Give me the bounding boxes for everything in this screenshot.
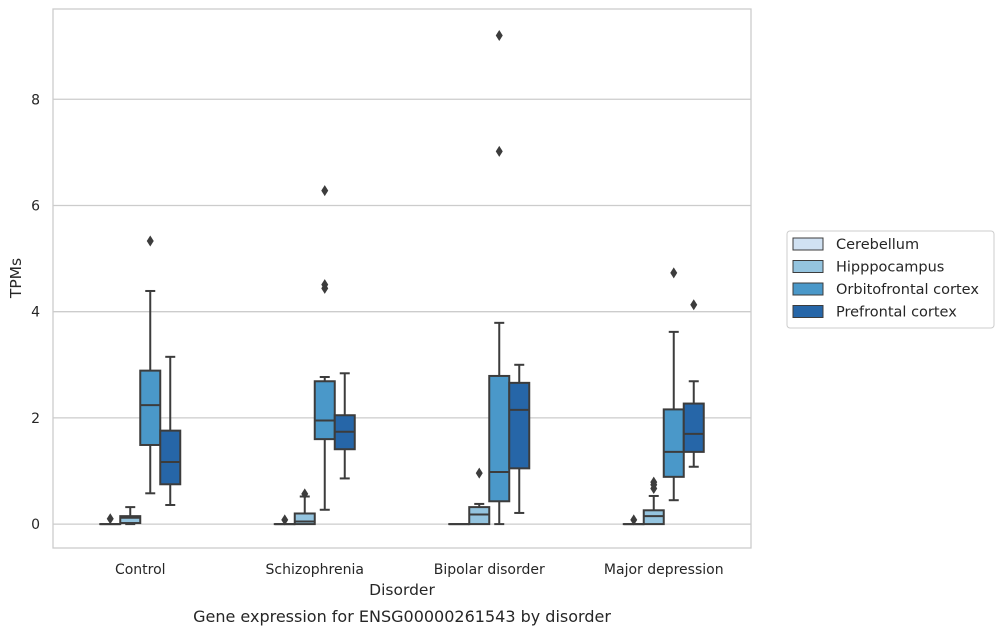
- box-iqr: [468, 506, 491, 526]
- box-0-0: [99, 513, 122, 526]
- outlier-point: [670, 267, 678, 279]
- box-3-0: [622, 514, 645, 526]
- box-iqr: [508, 381, 531, 470]
- legend-swatch: [792, 260, 824, 273]
- outlier-point: [650, 476, 658, 488]
- box-iqr: [159, 429, 182, 486]
- y-axis-label: TPMs: [7, 258, 25, 299]
- series-prefrontal-cortex: [159, 299, 705, 514]
- box-2-1: [468, 467, 491, 526]
- box-iqr: [662, 408, 685, 478]
- box-1-1: [293, 488, 316, 526]
- x-axis-label: Disorder: [369, 581, 435, 599]
- box-iqr: [488, 374, 511, 503]
- x-tick-label: Major depression: [604, 562, 724, 578]
- legend-swatch: [792, 282, 824, 296]
- box-0-3: [159, 355, 182, 506]
- box-iqr: [642, 509, 665, 526]
- box-iqr: [119, 515, 142, 525]
- outlier-point: [146, 235, 154, 247]
- outlier-point: [321, 185, 329, 197]
- box-iqr: [313, 380, 336, 441]
- outlier-point: [301, 488, 309, 500]
- legend-label: Hipppocampus: [836, 260, 944, 276]
- box-iqr: [293, 512, 316, 526]
- y-tick-label: 8: [31, 92, 40, 108]
- outlier-point: [690, 299, 698, 311]
- y-tick-label: 6: [31, 198, 40, 214]
- box-1-2: [313, 185, 336, 511]
- x-tick-label: Bipolar disorder: [434, 562, 545, 578]
- legend-label: Orbitofrontal cortex: [836, 282, 979, 298]
- x-tick-label: Control: [115, 562, 166, 578]
- box-0-1: [119, 506, 142, 526]
- box-2-2: [488, 30, 511, 526]
- y-tick-label: 2: [31, 411, 40, 427]
- x-tick-labels: Control Schizophrenia Bipolar disorder Majo…: [115, 562, 724, 578]
- outlier-point: [321, 279, 329, 291]
- box-iqr: [682, 402, 705, 453]
- outlier-point: [281, 514, 289, 526]
- legend-label: Prefrontal cortex: [836, 305, 957, 321]
- box-2-3: [508, 363, 531, 514]
- series-hipppocampus: [119, 467, 665, 526]
- box-iqr: [139, 369, 162, 446]
- legend-swatch: [792, 237, 824, 251]
- legend-swatch: [792, 305, 824, 318]
- legend-label: Cerebellum: [836, 237, 919, 253]
- chart-caption: Gene expression for ENSG00000261543 by d…: [193, 607, 611, 626]
- outlier-point: [495, 30, 503, 42]
- series-orbitofrontal-cortex: [139, 30, 685, 526]
- legend: Cerebellum Hipppocampus Orbitofrontal cort…: [786, 230, 995, 329]
- outlier-point: [106, 513, 114, 525]
- box-3-1: [642, 476, 665, 526]
- box-3-2: [662, 267, 685, 502]
- y-tick-label: 0: [31, 517, 40, 533]
- y-tick-labels: 0 2 4 6 8: [31, 92, 40, 533]
- box-1-3: [333, 372, 356, 480]
- y-tick-label: 4: [31, 305, 40, 321]
- box-series: [99, 30, 705, 526]
- x-tick-label: Schizophrenia: [266, 562, 364, 578]
- outlier-point: [630, 514, 638, 526]
- outlier-point: [475, 467, 483, 479]
- box-0-2: [139, 235, 162, 495]
- legend-frame: [786, 230, 995, 329]
- outlier-point: [495, 145, 503, 157]
- plot-frame: [52, 8, 752, 549]
- box-3-3: [682, 299, 705, 468]
